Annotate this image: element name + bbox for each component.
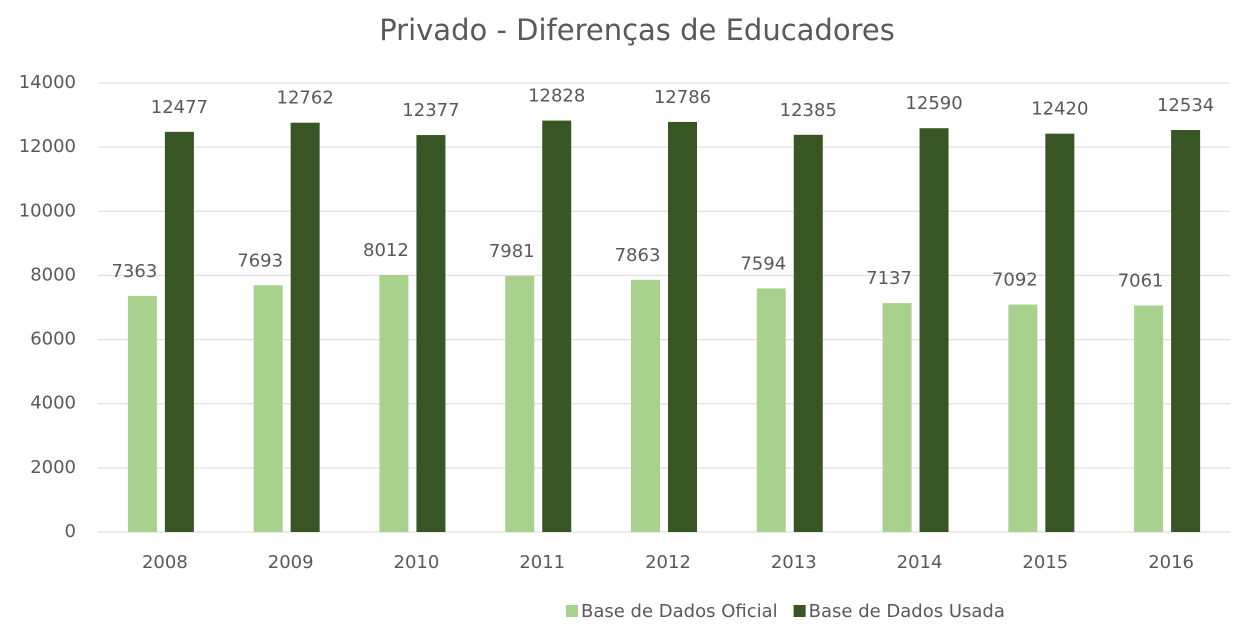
y-tick-label: 10000 — [19, 200, 76, 221]
data-label: 7863 — [615, 245, 661, 266]
legend-swatch — [566, 605, 578, 617]
data-label: 12477 — [151, 97, 208, 118]
y-tick-label: 8000 — [30, 264, 76, 285]
x-tick-label: 2009 — [268, 552, 314, 573]
x-tick-label: 2012 — [645, 552, 691, 573]
y-tick-label: 6000 — [30, 329, 76, 350]
y-tick-label: 0 — [65, 521, 76, 542]
x-tick-label: 2013 — [771, 552, 817, 573]
x-tick-label: 2015 — [1022, 552, 1068, 573]
data-label: 12762 — [277, 88, 334, 109]
bar — [416, 135, 446, 532]
data-label: 12534 — [1157, 95, 1214, 116]
bar — [756, 288, 786, 532]
bar — [542, 120, 572, 533]
x-tick-label: 2008 — [142, 552, 188, 573]
data-label: 12385 — [780, 100, 837, 121]
y-tick-label: 14000 — [19, 72, 76, 93]
bar — [668, 121, 697, 532]
x-tick-label: 2010 — [394, 552, 440, 573]
bar — [631, 279, 660, 532]
data-label: 7981 — [489, 241, 535, 262]
bar — [882, 303, 912, 532]
bar — [1008, 304, 1038, 532]
data-label: 7137 — [866, 268, 912, 289]
data-label: 7092 — [992, 270, 1038, 291]
y-tick-label: 12000 — [19, 136, 76, 157]
data-label: 7693 — [237, 250, 283, 271]
bar — [919, 128, 949, 533]
data-label: 8012 — [363, 240, 409, 261]
x-tick-label: 2016 — [1148, 552, 1194, 573]
legend-label: Base de Dados Usada — [809, 601, 1005, 622]
bar — [290, 122, 320, 532]
bar — [505, 276, 535, 532]
bar — [253, 285, 283, 532]
bar — [127, 295, 157, 532]
data-label: 12420 — [1031, 99, 1088, 120]
bar — [793, 134, 823, 533]
bar — [1045, 133, 1075, 532]
x-tick-label: 2011 — [519, 552, 565, 573]
bar — [1171, 130, 1201, 532]
legend-label: Base de Dados Oficial — [581, 601, 778, 622]
data-label: 12590 — [905, 93, 962, 114]
legend-swatch — [793, 605, 806, 617]
bar — [164, 131, 194, 532]
y-tick-label: 2000 — [30, 457, 76, 478]
data-label: 7594 — [740, 253, 786, 274]
chart-title: Privado - Diferenças de Educadores — [379, 13, 895, 47]
data-label: 12786 — [654, 87, 711, 108]
x-tick-label: 2014 — [897, 552, 943, 573]
bar — [1134, 305, 1164, 532]
data-label: 12377 — [402, 100, 459, 121]
y-tick-label: 4000 — [30, 393, 76, 414]
data-label: 7061 — [1118, 271, 1164, 292]
data-label: 12828 — [528, 86, 585, 107]
data-label: 7363 — [111, 261, 157, 282]
bar — [379, 275, 409, 532]
